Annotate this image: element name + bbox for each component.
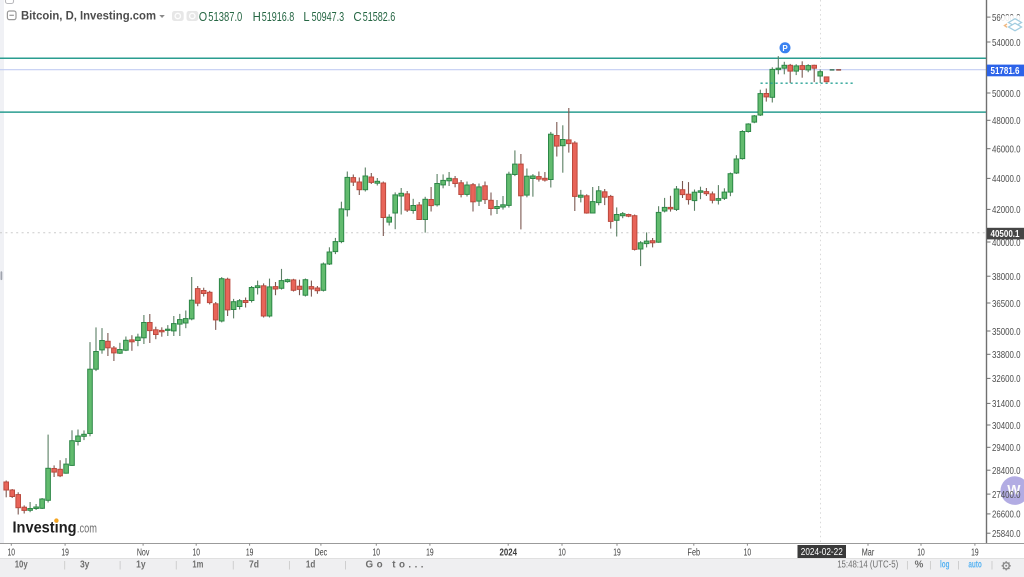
svg-text:O: O bbox=[199, 10, 208, 24]
svg-text:10y: 10y bbox=[15, 559, 28, 570]
svg-text:1d: 1d bbox=[306, 559, 316, 570]
svg-text:log: log bbox=[940, 559, 950, 570]
svg-text:Nov: Nov bbox=[137, 547, 150, 558]
svg-text:38000.0: 38000.0 bbox=[992, 271, 1021, 283]
svg-text:29400.0: 29400.0 bbox=[992, 442, 1021, 454]
svg-text:3y: 3y bbox=[80, 559, 90, 570]
svg-text:15:48:14 (UTC-5): 15:48:14 (UTC-5) bbox=[837, 559, 898, 570]
svg-text:|: | bbox=[929, 559, 931, 570]
svg-text:51582.6: 51582.6 bbox=[363, 10, 396, 24]
svg-text:2024-02-22: 2024-02-22 bbox=[801, 547, 843, 558]
svg-text:51916.8: 51916.8 bbox=[262, 10, 295, 24]
svg-text:19: 19 bbox=[613, 547, 621, 558]
svg-text:10: 10 bbox=[558, 547, 566, 558]
svg-text:.com: .com bbox=[77, 522, 97, 536]
svg-text:Feb: Feb bbox=[688, 547, 701, 558]
svg-text:|: | bbox=[63, 559, 65, 570]
svg-text:|: | bbox=[344, 559, 346, 570]
svg-text:10: 10 bbox=[373, 547, 381, 558]
svg-text:33800.0: 33800.0 bbox=[992, 349, 1021, 361]
svg-text:19: 19 bbox=[246, 547, 254, 558]
svg-text:10: 10 bbox=[744, 547, 752, 558]
svg-text:26600.0: 26600.0 bbox=[992, 509, 1021, 521]
svg-text:|: | bbox=[906, 559, 908, 570]
svg-text:Go to...: Go to... bbox=[366, 559, 424, 570]
svg-text:auto: auto bbox=[968, 559, 982, 570]
svg-text:P: P bbox=[782, 44, 788, 53]
svg-text:25840.0: 25840.0 bbox=[992, 528, 1021, 540]
svg-text:35000.0: 35000.0 bbox=[992, 326, 1021, 338]
svg-text:|: | bbox=[232, 559, 234, 570]
svg-text:44000.0: 44000.0 bbox=[992, 173, 1021, 185]
svg-text:H: H bbox=[253, 10, 261, 24]
svg-text:Investing: Investing bbox=[13, 520, 77, 537]
svg-text:27400.0: 27400.0 bbox=[992, 489, 1021, 501]
svg-text:C: C bbox=[353, 10, 361, 24]
svg-text:32600.0: 32600.0 bbox=[992, 373, 1021, 385]
svg-text:|: | bbox=[957, 559, 959, 570]
svg-text:1y: 1y bbox=[136, 559, 146, 570]
svg-text:2024: 2024 bbox=[499, 547, 517, 558]
svg-text:51781.6: 51781.6 bbox=[991, 65, 1020, 77]
svg-text:50000.0: 50000.0 bbox=[992, 88, 1021, 100]
svg-text:50947.3: 50947.3 bbox=[312, 10, 345, 24]
svg-text:30400.0: 30400.0 bbox=[992, 420, 1021, 432]
svg-text:10: 10 bbox=[8, 547, 16, 558]
svg-text:|: | bbox=[288, 559, 290, 570]
svg-text:36500.0: 36500.0 bbox=[992, 298, 1021, 310]
svg-text:28400.0: 28400.0 bbox=[992, 465, 1021, 477]
svg-text:%: % bbox=[915, 559, 924, 570]
svg-text:40500.1: 40500.1 bbox=[991, 228, 1020, 240]
svg-text:46000.0: 46000.0 bbox=[992, 144, 1021, 156]
svg-text:19: 19 bbox=[426, 547, 434, 558]
svg-text:40000.0: 40000.0 bbox=[992, 237, 1021, 249]
svg-text:51387.0: 51387.0 bbox=[208, 10, 242, 24]
svg-text:31400.0: 31400.0 bbox=[992, 398, 1021, 410]
svg-text:W: W bbox=[1007, 482, 1021, 498]
svg-text:1m: 1m bbox=[192, 559, 203, 570]
svg-text:|: | bbox=[991, 559, 993, 570]
svg-text:10: 10 bbox=[192, 547, 200, 558]
svg-text:19: 19 bbox=[61, 547, 69, 558]
svg-text:Dec: Dec bbox=[315, 547, 328, 558]
svg-text:Mar: Mar bbox=[862, 547, 875, 558]
svg-text:L: L bbox=[303, 10, 309, 24]
svg-text:Bitcoin, D, Investing.com: Bitcoin, D, Investing.com bbox=[21, 9, 156, 23]
svg-text:48000.0: 48000.0 bbox=[992, 115, 1021, 127]
svg-text:|: | bbox=[119, 559, 121, 570]
svg-text:|: | bbox=[175, 559, 177, 570]
svg-text:7d: 7d bbox=[249, 559, 259, 570]
svg-text:19: 19 bbox=[971, 547, 979, 558]
svg-text:42000.0: 42000.0 bbox=[992, 204, 1021, 216]
svg-text:54000.0: 54000.0 bbox=[992, 37, 1021, 49]
svg-text:10: 10 bbox=[917, 547, 925, 558]
